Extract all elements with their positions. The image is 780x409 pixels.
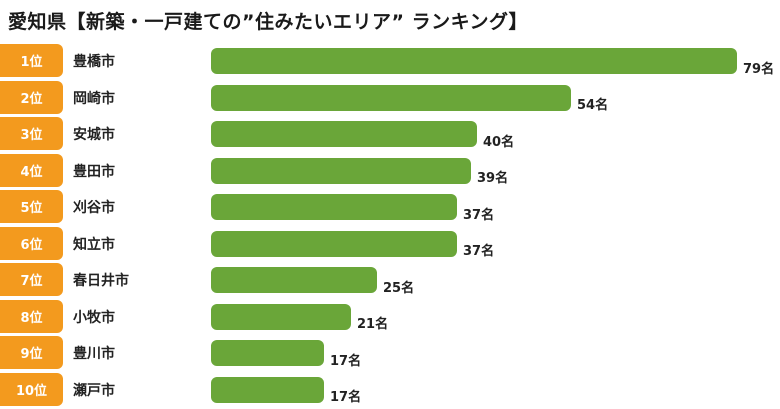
value-bar <box>211 157 471 184</box>
ranking-row: 1位 豊橋市 79名 <box>0 44 780 78</box>
city-label: 春日井市 <box>73 273 129 289</box>
value-label: 21名 <box>357 317 389 332</box>
rank-badge: 2位 <box>0 80 63 114</box>
city-label: 岡崎市 <box>73 90 115 107</box>
city-label: 豊田市 <box>73 163 115 180</box>
value-label: 25名 <box>383 280 415 296</box>
ranking-row: 2位 岡崎市 54名 <box>0 80 780 115</box>
city-label: 小牧市 <box>73 309 115 326</box>
rank-badge: 1位 <box>0 44 63 77</box>
value-label: 37名 <box>463 207 495 223</box>
rank-badge: 8位 <box>0 299 63 333</box>
value-bar <box>211 230 457 257</box>
value-label: 37名 <box>463 244 495 259</box>
value-label: 17名 <box>330 353 362 369</box>
value-bar <box>211 121 477 147</box>
city-label: 豊橋市 <box>73 54 115 70</box>
city-label: 瀬戸市 <box>73 382 115 399</box>
value-bar <box>211 48 737 74</box>
value-label: 40名 <box>483 134 515 150</box>
rank-badge: 6位 <box>0 226 63 260</box>
ranking-row: 10位 瀬戸市 17名 <box>0 372 780 407</box>
city-label: 豊川市 <box>73 346 115 362</box>
rank-badge: 10位 <box>0 372 63 406</box>
ranking-row: 9位 豊川市 17名 <box>0 336 780 370</box>
ranking-row: 4位 豊田市 39名 <box>0 153 780 188</box>
value-bar <box>211 303 351 330</box>
city-label: 刈谷市 <box>73 200 115 216</box>
ranking-row: 5位 刈谷市 37名 <box>0 190 780 224</box>
ranking-row: 7位 春日井市 25名 <box>0 263 780 297</box>
city-label: 安城市 <box>73 127 115 143</box>
value-label: 17名 <box>330 390 362 405</box>
ranking-row: 6位 知立市 37名 <box>0 226 780 261</box>
value-label: 79名 <box>743 61 775 77</box>
rank-badge: 9位 <box>0 336 63 369</box>
value-bar <box>211 267 377 293</box>
city-label: 知立市 <box>73 236 115 253</box>
value-bar <box>211 376 324 403</box>
rank-badge: 3位 <box>0 117 63 150</box>
ranking-row: 8位 小牧市 21名 <box>0 299 780 334</box>
chart-title: 愛知県【新築・一戸建ての”住みたいエリア” ランキング】 <box>8 11 529 33</box>
rank-badge: 5位 <box>0 190 63 223</box>
rank-badge: 7位 <box>0 263 63 296</box>
value-bar <box>211 194 457 220</box>
value-bar <box>211 340 324 366</box>
ranking-row: 3位 安城市 40名 <box>0 117 780 151</box>
value-label: 39名 <box>477 171 509 186</box>
value-bar <box>211 84 571 111</box>
value-label: 54名 <box>577 98 609 113</box>
rank-badge: 4位 <box>0 153 63 187</box>
